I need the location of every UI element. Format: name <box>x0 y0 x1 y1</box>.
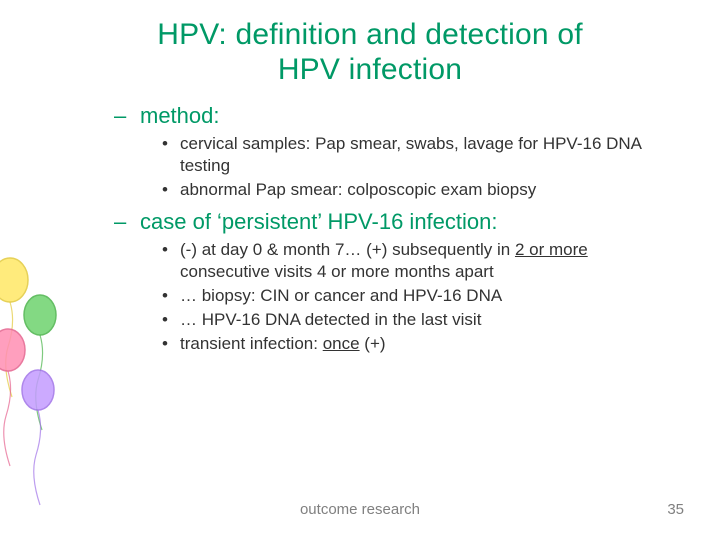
section-persistent-label: case of ‘persistent’ HPV-16 infection: <box>140 209 497 234</box>
footer-label: outcome research <box>0 501 720 518</box>
list-item: … biopsy: CIN or cancer and HPV-16 DNA <box>180 285 680 307</box>
list-item: cervical samples: Pap smear, swabs, lava… <box>180 133 680 177</box>
method-bullets: cervical samples: Pap smear, swabs, lava… <box>140 133 680 201</box>
title-line-1: HPV: definition and detection of <box>157 18 583 51</box>
persistent-bullets: (-) at day 0 & month 7… (+) subsequently… <box>140 239 680 355</box>
list-item: abnormal Pap smear: colposcopic exam bio… <box>180 179 680 201</box>
underlined-text: once <box>323 334 360 353</box>
page-number: 35 <box>667 501 684 518</box>
section-method: method: cervical samples: Pap smear, swa… <box>140 101 680 201</box>
section-persistent: case of ‘persistent’ HPV-16 infection: (… <box>140 207 680 355</box>
underlined-text: 2 or more <box>515 240 588 259</box>
title-line-2: HPV infection <box>278 53 462 86</box>
list-item: transient infection: once (+) <box>180 333 680 355</box>
slide-content: HPV: definition and detection of HPV inf… <box>0 0 720 540</box>
list-item: (-) at day 0 & month 7… (+) subsequently… <box>180 239 680 283</box>
main-list: method: cervical samples: Pap smear, swa… <box>60 101 680 355</box>
section-method-label: method: <box>140 103 220 128</box>
slide-title: HPV: definition and detection of HPV inf… <box>60 18 680 87</box>
list-item: … HPV-16 DNA detected in the last visit <box>180 309 680 331</box>
